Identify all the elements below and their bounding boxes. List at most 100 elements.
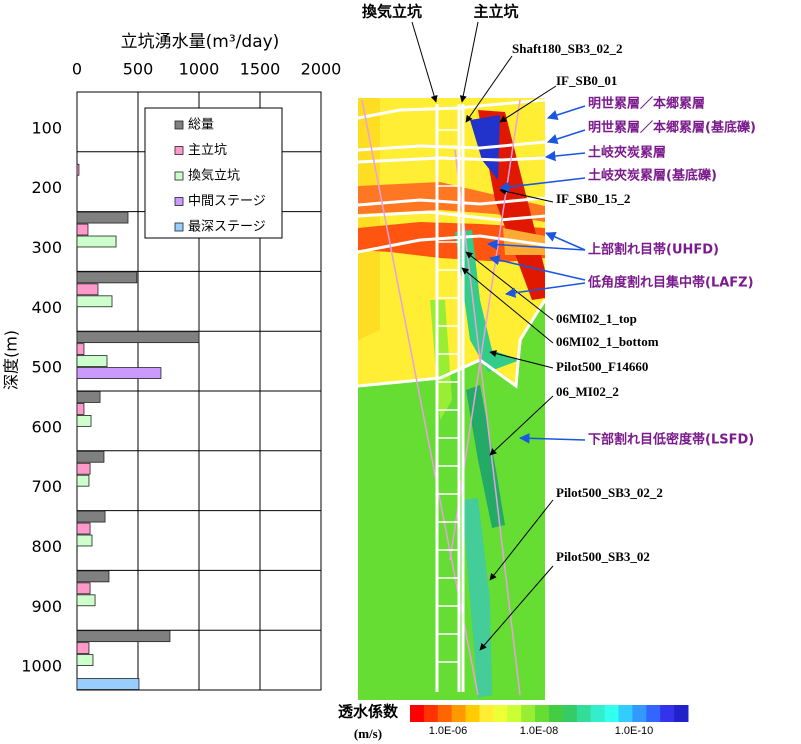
x-tick-label: 1000 <box>179 60 220 79</box>
bar <box>76 295 113 308</box>
stages <box>437 129 459 663</box>
boundary <box>357 234 546 254</box>
legend-swatch <box>174 120 184 130</box>
leader <box>489 499 554 581</box>
pointer <box>518 433 586 444</box>
legend-label: 総量 <box>188 118 214 133</box>
colorbar-cell <box>576 705 592 722</box>
legend-box <box>144 107 283 239</box>
borehole-label: Pilot500_SB3_02 <box>556 549 650 564</box>
bar <box>76 355 108 367</box>
colorbar-unit: (m/s) <box>354 726 382 741</box>
legend-label: 主立坑 <box>188 143 227 158</box>
colorbar-cell <box>632 705 647 722</box>
colorbar-cell <box>535 705 550 722</box>
bar <box>76 223 89 236</box>
bar <box>76 163 80 176</box>
colorbar-cell <box>410 705 425 722</box>
x-tick-label: 2000 <box>301 60 342 79</box>
leader <box>479 565 554 651</box>
layer-label: 土岐夾炭累層 <box>588 145 666 161</box>
colorbar-cell <box>549 705 564 722</box>
colorbar-cell <box>493 705 508 722</box>
y-tick-label: 900 <box>31 597 62 616</box>
pointer <box>544 150 586 162</box>
pointer <box>545 231 586 251</box>
bar <box>76 415 92 427</box>
borehole-label: Shaft180_SB3_02_2 <box>512 41 623 56</box>
bar <box>76 211 129 224</box>
colorbar-cell <box>646 705 661 722</box>
shaft-label: 主立坑 <box>473 3 518 21</box>
colorbar-cell <box>465 705 480 722</box>
x-tick-label: 0 <box>72 60 82 79</box>
bar <box>76 462 91 475</box>
colorbar-cell <box>479 705 494 722</box>
y-tick-label: 600 <box>31 417 62 436</box>
borehole-label: 06_MI02_2 <box>556 384 619 399</box>
y-tick-label: 400 <box>31 298 62 317</box>
y-tick-label: 100 <box>31 118 62 137</box>
bar <box>76 642 90 655</box>
y-axis-label: 深度(m) <box>2 330 21 390</box>
pointer <box>547 105 586 121</box>
colorbar-cell <box>562 705 578 722</box>
cross-section: 換気立坑 主立坑 Shaft180_SB3_02_2 IF_SB0_01 IF_… <box>338 3 756 741</box>
colorbar-cell <box>604 705 619 722</box>
leader <box>411 21 438 103</box>
bar <box>76 630 171 643</box>
borehole-label: 06MI02_1_bottom <box>556 334 659 349</box>
leader <box>465 55 513 123</box>
colorbar <box>410 705 689 722</box>
borehole-label: Pilot500_SB3_02_2 <box>556 485 663 500</box>
layer-label: 上部割れ目帯(UHFD) <box>588 242 719 258</box>
colorbar-cell <box>451 705 467 722</box>
borehole-label: IF_SB0_15_2 <box>556 191 630 206</box>
layer-label: 明世累層／本郷累層(基底礫) <box>588 120 756 136</box>
boundary <box>357 210 546 222</box>
bar <box>76 235 117 248</box>
bar <box>76 367 162 379</box>
y-tick-label: 500 <box>31 358 62 377</box>
legend-swatch <box>174 222 184 232</box>
leaders <box>411 21 557 651</box>
x-tick-label: 500 <box>123 60 154 79</box>
leader <box>461 267 554 344</box>
pointer <box>488 255 586 281</box>
colorbar-cell <box>423 705 439 722</box>
bar <box>76 510 106 523</box>
colorbar-cell <box>437 705 453 722</box>
bar <box>76 522 91 535</box>
layer-label: 下部割れ目低密度帯(LSFD) <box>588 432 754 448</box>
bar <box>76 570 110 583</box>
legend-swatch <box>174 146 184 155</box>
colorbar-cell <box>521 705 536 722</box>
bar <box>76 391 101 403</box>
shaft-label: 換気立坑 <box>362 3 422 21</box>
y-tick-label: 200 <box>31 178 62 197</box>
colorbar-cell <box>507 705 522 722</box>
borehole <box>454 149 521 696</box>
zone <box>358 98 380 340</box>
borehole-label: Pilot500_F14660 <box>556 359 648 374</box>
legend-swatch <box>174 171 184 181</box>
legend-label: 中間ステージ <box>188 194 266 209</box>
bar-chart: 0 500 1000 1500 2000 100 200 300 400 500 600 700 800… <box>21 60 341 691</box>
boundary <box>357 156 546 164</box>
leader <box>465 251 554 321</box>
bar <box>76 582 91 595</box>
colorbar-cell <box>674 705 689 722</box>
colorbar-cell <box>590 705 606 722</box>
leader <box>459 21 479 103</box>
colorbar-cell <box>618 705 633 722</box>
colorbar-title: 透水係数 <box>338 703 399 721</box>
pointer <box>498 177 586 193</box>
layer-label: 低角度割れ目集中帯(LAFZ) <box>587 275 754 291</box>
bar <box>76 654 94 666</box>
layer-label: 土岐夾炭累層(基底礫) <box>588 168 717 184</box>
colorbar-label: 1.0E-06 <box>429 725 468 737</box>
bar <box>76 594 96 607</box>
bar <box>76 331 200 344</box>
x-tick-label: 1500 <box>240 60 281 79</box>
